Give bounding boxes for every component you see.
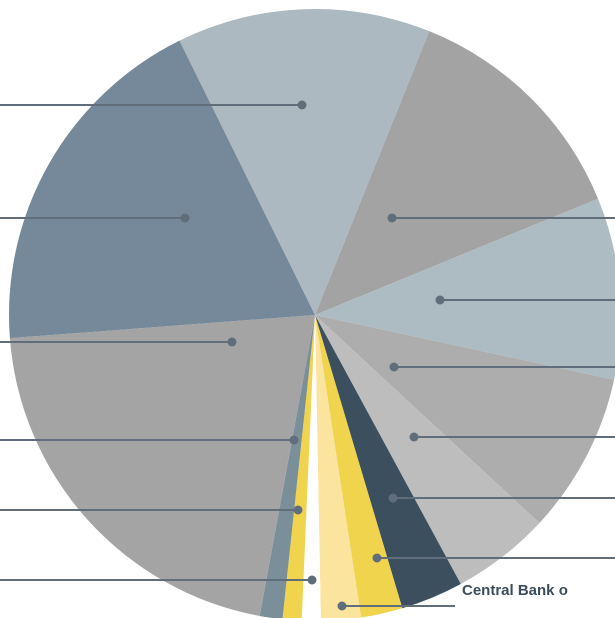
leader-lines — [0, 100, 615, 611]
pie — [8, 8, 615, 618]
leader-dot — [337, 601, 347, 611]
leader-dot — [180, 213, 190, 223]
pie-slice — [315, 315, 403, 618]
leader-dot — [389, 362, 399, 372]
pie-slice — [259, 315, 315, 618]
leader-dot — [387, 213, 397, 223]
slice-label: Central Bank o — [462, 582, 568, 599]
leader-dot — [227, 337, 237, 347]
labels: Central Bank o — [462, 582, 568, 599]
pie-slice — [315, 315, 461, 609]
pie-slice — [315, 198, 615, 380]
leader-dot — [289, 435, 299, 445]
pie-slice — [315, 315, 362, 618]
leader-dot — [297, 100, 307, 110]
pie-slice — [9, 315, 315, 616]
leader-dot — [388, 493, 398, 503]
pie-slice — [315, 31, 599, 315]
leader-dot — [409, 432, 419, 442]
pie-slice — [315, 315, 540, 585]
pie-slice — [8, 40, 315, 339]
leader-dot — [307, 575, 317, 585]
leader-dot — [293, 505, 303, 515]
pie-slice — [282, 315, 315, 618]
leader-dot — [435, 295, 445, 305]
leader-dot — [372, 553, 382, 563]
pie-slice — [301, 315, 321, 618]
pie-slice — [179, 8, 430, 316]
